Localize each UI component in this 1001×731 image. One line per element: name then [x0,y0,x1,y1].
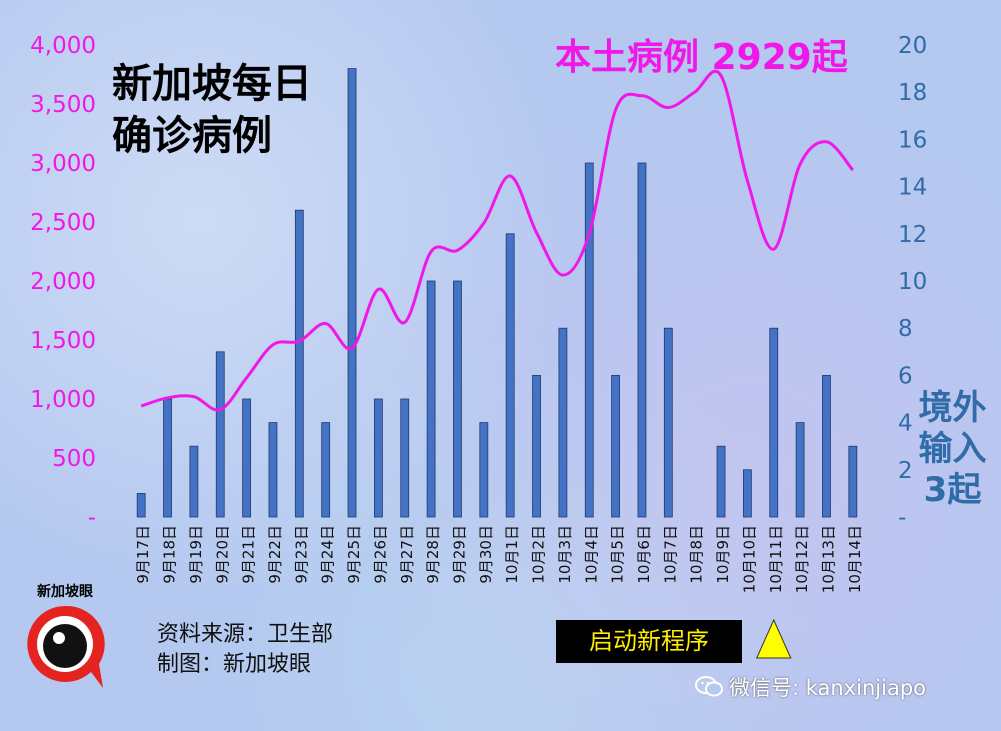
bar [769,327,779,518]
left-axis-tick: 4,000 [30,33,96,59]
x-tick-label: 10月2日 [530,525,548,584]
right-axis-tick: 20 [898,33,927,59]
x-tick-label: 9月27日 [398,525,416,584]
source-note: 资料来源：卫生部 制图：新加坡眼 [157,620,333,680]
x-tick-label: 9月21日 [240,525,258,584]
bar [558,327,568,518]
x-tick-label: 10月3日 [556,525,574,584]
right-axis-tick: - [898,505,906,531]
bar [848,445,858,518]
bar [294,209,304,518]
x-tick-label: 9月18日 [161,525,179,584]
x-tick-label: 10月13日 [819,525,837,593]
bar [321,422,331,518]
bar [268,422,278,518]
bar [479,422,489,518]
program-start-marker [755,618,792,659]
bar [637,162,647,518]
x-tick-label: 9月17日 [134,525,152,584]
logo-text: 新加坡眼 [37,583,93,600]
bar [611,374,621,518]
x-tick-label: 9月20日 [213,525,231,584]
bar [215,351,225,518]
right-axis-tick: 16 [898,127,927,153]
bar [716,445,726,518]
xinjiapo-eye-logo: 新加坡眼 [27,583,105,688]
bar [532,374,541,518]
bar [426,280,436,518]
x-tick-label: 9月30日 [477,525,495,584]
bar [795,422,805,518]
left-axis-tick: 1,000 [30,387,96,413]
left-axis-tick: 3,000 [30,151,96,177]
x-tick-label: 10月8日 [688,525,706,584]
x-tick-label: 10月4日 [582,525,600,584]
x-tick-label: 9月24日 [319,525,337,584]
left-axis-tick: 500 [52,446,96,472]
left-axis-tick: - [88,505,96,531]
wechat-icon [695,676,723,697]
left-axis-tick: 1,500 [30,328,96,354]
x-tick-label: 9月22日 [266,525,284,584]
right-axis-tick: 6 [898,363,913,389]
bar [453,280,462,518]
bar [136,492,146,518]
chart-title: 新加坡每日 确诊病例 [112,61,312,159]
x-tick-label: 10月1日 [503,525,521,584]
x-tick-label: 10月9日 [714,525,732,584]
bar [663,327,673,518]
local-cases-label: 本土病例 2929起 [555,37,848,78]
right-axis-tick: 18 [898,80,927,106]
right-axis-tick: 14 [898,175,927,201]
wechat-id: 微信号: kanxinjiapo [695,672,926,702]
x-tick-label: 9月25日 [345,525,363,584]
x-tick-label: 10月6日 [635,525,653,584]
wechat-id-text: 微信号: kanxinjiapo [729,676,927,700]
right-axis-tick: 2 [898,458,913,484]
bar [400,398,410,518]
bar [742,469,752,518]
local-cases-line [140,69,854,412]
bar [189,445,199,518]
x-tick-label: 10月14日 [846,525,864,593]
right-axis-tick: 8 [898,316,913,342]
bar [373,398,383,518]
right-axis-tick: 10 [898,269,927,295]
bar [505,233,515,518]
x-tick-label: 10月12日 [793,525,811,593]
bar [242,398,252,518]
source-line-2: 制图：新加坡眼 [157,652,312,677]
x-tick-label: 10月10日 [740,525,758,593]
x-tick-label: 10月11日 [767,525,785,593]
new-program-banner: 启动新程序 [556,620,742,663]
x-tick-label: 9月29日 [450,525,468,584]
imported-cases-label: 境外 输入 3起 [918,388,987,510]
left-axis-tick: 2,500 [30,210,96,236]
bar [584,162,594,518]
right-axis-tick: 12 [898,222,927,248]
bar [347,68,357,518]
x-tick-label: 9月28日 [424,525,442,584]
x-tick-label: 9月26日 [371,525,389,584]
x-tick-label: 9月19日 [187,525,205,584]
bar [822,374,831,518]
x-tick-label: 9月23日 [292,525,310,584]
left-axis-tick: 3,500 [30,92,96,118]
x-tick-label: 10月7日 [661,525,679,584]
left-axis-tick: 2,000 [30,269,96,295]
x-tick-label: 10月5日 [609,525,627,584]
right-axis-tick: 4 [898,411,913,437]
source-line-1: 资料来源：卫生部 [157,622,334,647]
bar [163,398,172,518]
